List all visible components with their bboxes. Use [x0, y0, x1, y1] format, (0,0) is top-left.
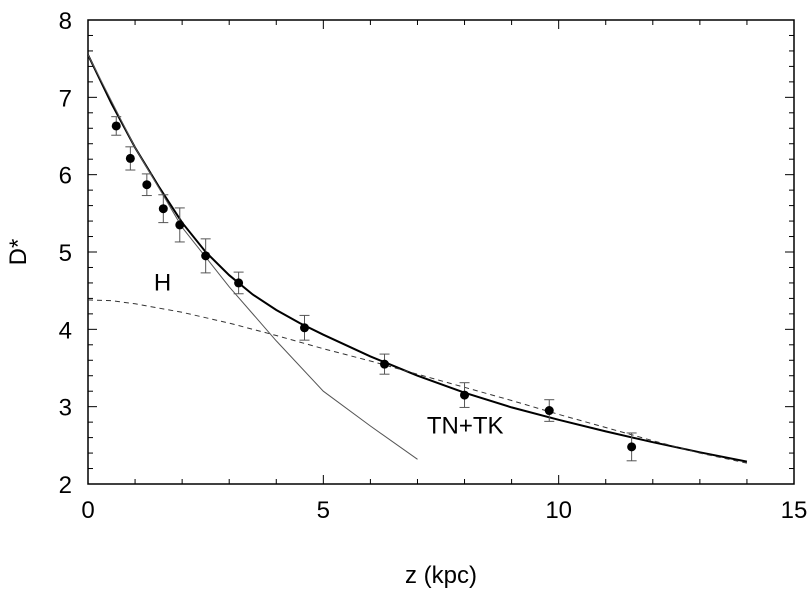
data-point — [201, 251, 211, 261]
annotation-tn-tk: TN+TK — [427, 413, 504, 440]
y-tick-label: 6 — [59, 163, 72, 190]
x-tick-label: 10 — [545, 497, 572, 524]
data-point — [460, 390, 470, 400]
data-point — [142, 180, 152, 190]
y-tick-label: 8 — [59, 8, 72, 35]
annotation-h: H — [154, 270, 171, 297]
y-tick-label: 7 — [59, 85, 72, 112]
x-tick-label: 5 — [317, 497, 330, 524]
x-tick-label: 15 — [781, 497, 808, 524]
curves — [87, 54, 748, 464]
data-point — [234, 278, 244, 288]
tn-tk-component-line — [87, 54, 418, 460]
h-component-line — [87, 299, 748, 464]
annotations: H TN+TK — [154, 270, 504, 440]
total-fit-line — [87, 54, 748, 463]
y-tick-label: 3 — [59, 395, 72, 422]
y-tick-label: 4 — [59, 317, 72, 344]
data-point — [111, 121, 121, 131]
tick-labels: 0 5 10 15 2 3 4 5 6 7 8 — [59, 8, 808, 524]
data-point — [125, 153, 135, 163]
data-point — [544, 406, 554, 416]
y-tick-label: 5 — [59, 240, 72, 267]
data-point — [158, 204, 168, 214]
data-points — [111, 116, 637, 462]
y-axis-label: D* — [5, 239, 32, 266]
axis-ticks — [87, 19, 795, 485]
y-tick-label: 2 — [59, 472, 72, 499]
data-point — [627, 442, 637, 452]
data-point — [175, 220, 185, 230]
data-point — [300, 323, 310, 333]
x-axis-label: z (kpc) — [405, 562, 477, 589]
data-point — [380, 359, 390, 369]
x-tick-label: 0 — [81, 497, 94, 524]
